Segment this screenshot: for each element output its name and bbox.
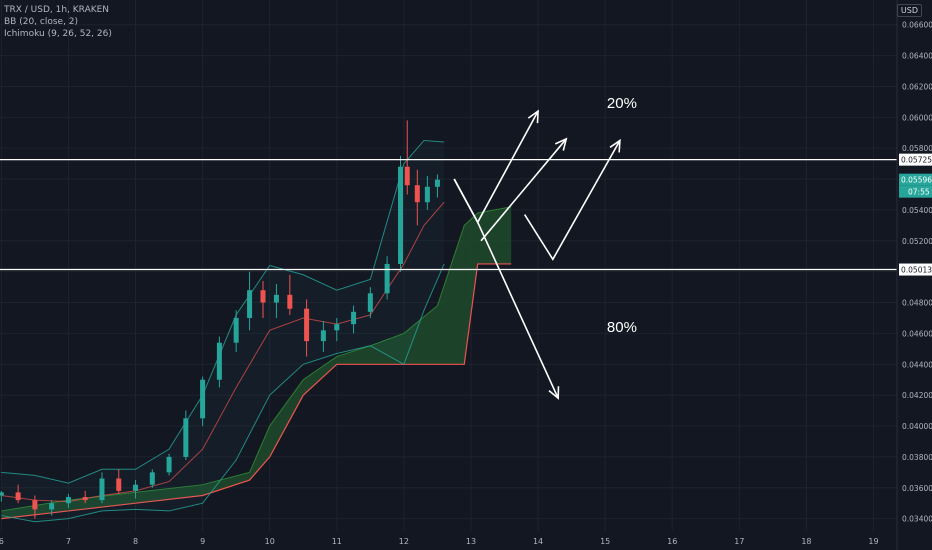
projection-arrow — [453, 178, 559, 399]
candle-body — [273, 294, 279, 303]
cloud-span-b — [1, 263, 512, 520]
candle-body — [183, 418, 189, 457]
x-tick-label: 7 — [66, 537, 71, 546]
candle-body — [384, 263, 390, 294]
x-tick-label: 17 — [734, 537, 744, 546]
countdown-bg — [899, 185, 932, 198]
candle-body — [404, 166, 410, 186]
price-tag-label: 0.057258 — [901, 156, 932, 165]
bb-basis — [1, 201, 445, 503]
x-tick-label: 12 — [399, 537, 409, 546]
price-tag-bg — [899, 173, 932, 186]
ichimoku-indicator-label[interactable]: Ichimoku (9, 26, 52, 26) — [4, 29, 112, 39]
y-tick-label: 0.034000 — [902, 515, 932, 524]
arrow-head — [548, 386, 560, 400]
candle-body — [398, 166, 404, 264]
candle-body — [49, 503, 55, 510]
projection-arrow — [523, 140, 621, 261]
x-tick-label: 6 — [0, 537, 4, 546]
candle-body — [260, 290, 266, 303]
projection-arrows — [453, 109, 621, 400]
x-tick-label: 11 — [332, 537, 342, 546]
x-tick-label: 13 — [466, 537, 476, 546]
annotation-label: 20% — [607, 95, 637, 112]
candle-body — [233, 317, 239, 343]
x-tick-label: 10 — [265, 537, 275, 546]
candle-body — [287, 294, 293, 309]
candle-body — [247, 290, 253, 318]
chart-legend: TRX / USD, 1h, KRAKEN BB (20, close, 2) … — [4, 4, 112, 40]
price-tag-label: 0.050139 — [901, 266, 932, 275]
candle-body — [99, 478, 105, 501]
currency-button[interactable]: USD — [896, 4, 922, 17]
x-tick-label: 16 — [667, 537, 677, 546]
x-tick-label: 18 — [801, 537, 811, 546]
x-tick-label: 14 — [533, 537, 543, 546]
candle-body — [216, 342, 222, 380]
horizontal-levels — [0, 158, 897, 271]
bb-lower — [1, 263, 445, 523]
x-tick-label: 19 — [868, 537, 878, 546]
countdown-label: 07:55 — [908, 188, 930, 197]
arrow-head — [527, 109, 539, 124]
arrow-head — [609, 138, 621, 153]
candle-body — [320, 330, 326, 342]
x-tick-label: 8 — [133, 537, 138, 546]
candle-body — [166, 456, 172, 473]
ichimoku-cloud — [1, 206, 512, 520]
candle-body — [32, 500, 38, 510]
candle-body — [116, 478, 122, 491]
symbol-title[interactable]: TRX / USD, 1h, KRAKEN — [4, 5, 110, 15]
candle-body — [304, 308, 310, 342]
candles — [0, 120, 440, 519]
annotations: 20% 80% — [607, 95, 637, 336]
arrow-head — [554, 137, 568, 151]
candle-body — [133, 484, 139, 491]
x-tick-label: 9 — [200, 537, 205, 546]
candle-body — [424, 186, 430, 203]
candle-body — [367, 293, 373, 312]
cloud-span-a — [1, 206, 512, 512]
candle-body — [414, 185, 420, 203]
time-axis[interactable]: 6 7 8 9 10 11 12 13 14 15 16 17 18 19 — [0, 537, 879, 546]
candle-body — [334, 324, 340, 331]
bb-indicator-label[interactable]: BB (20, close, 2) — [4, 17, 79, 27]
candle-body — [200, 379, 206, 419]
projection-arrow — [480, 138, 567, 242]
candle-body — [0, 492, 4, 496]
price-tag-bg — [899, 263, 932, 276]
price-tag-bg — [899, 153, 932, 166]
candle-body — [149, 472, 155, 485]
x-tick-label: 15 — [600, 537, 610, 546]
candle-body — [82, 497, 88, 501]
candle-body — [65, 497, 71, 504]
candle-body — [15, 492, 21, 501]
candle-body — [434, 179, 440, 187]
candle-body — [351, 311, 357, 325]
annotation-label: 80% — [607, 319, 637, 336]
